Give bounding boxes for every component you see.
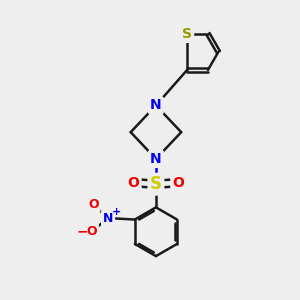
Text: O: O: [88, 198, 98, 211]
Text: S: S: [182, 27, 192, 41]
Text: N: N: [103, 212, 113, 225]
Text: N: N: [150, 152, 162, 166]
Text: O: O: [128, 176, 140, 190]
Text: −: −: [76, 224, 88, 239]
Text: O: O: [86, 225, 97, 238]
Text: S: S: [150, 175, 162, 193]
Text: N: N: [150, 98, 162, 112]
Text: O: O: [172, 176, 184, 190]
Text: +: +: [112, 206, 121, 217]
